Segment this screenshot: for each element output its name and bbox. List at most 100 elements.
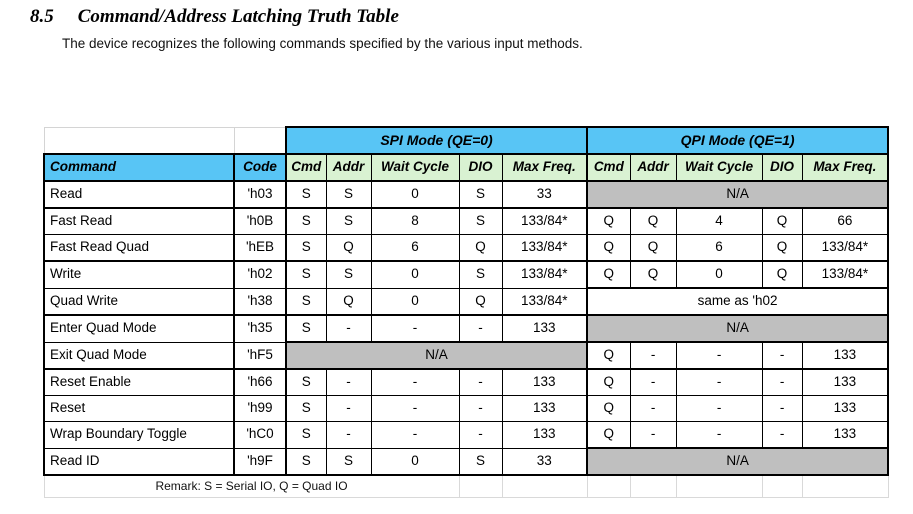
row-exit-quad-mode: Exit Quad Mode 'hF5 N/A Q - - - 133 [43, 341, 890, 370]
cell-spi-addr: - [325, 395, 372, 422]
cell-spi-wait: 0 [370, 287, 460, 316]
cell-spi-cmd: S [285, 314, 327, 343]
section-title: Command/Address Latching Truth Table [77, 6, 399, 27]
cell-qpi-addr: - [629, 341, 677, 370]
cell-spi-maxfreq: 133/84* [501, 287, 588, 316]
cell-spi-cmd: S [285, 234, 327, 262]
col-header-spi-addr: Addr [325, 153, 372, 182]
intro-text: The device recognizes the following comm… [62, 36, 583, 51]
row-fast-read: Fast Read 'h0B S S 8 S 133/84* Q Q 4 Q 6… [43, 207, 890, 235]
cell-code: 'h38 [233, 287, 287, 316]
cell-qpi-cmd: Q [586, 395, 631, 422]
cell-spi-addr: S [325, 207, 372, 235]
cell-spi-maxfreq: 33 [501, 447, 588, 476]
cell-command: Reset Enable [43, 368, 235, 396]
cell-spi-dio: Q [458, 287, 503, 316]
col-header-qpi-wait: Wait Cycle [675, 153, 763, 182]
cell-spi-dio: - [458, 421, 503, 449]
empty-cell [761, 474, 803, 498]
col-header-spi-dio: DIO [458, 153, 503, 182]
cell-qpi-addr: - [629, 368, 677, 396]
cell-code: 'hEB [233, 234, 287, 262]
cell-command: Wrap Boundary Toggle [43, 421, 235, 449]
cell-spi-maxfreq: 133/84* [501, 234, 588, 262]
cell-code: 'h66 [233, 368, 287, 396]
row-fast-read-quad: Fast Read Quad 'hEB S Q 6 Q 133/84* Q Q … [43, 234, 890, 262]
cell-qpi-cmd: Q [586, 234, 631, 262]
cell-qpi-addr: Q [629, 207, 677, 235]
cell-spi-addr: - [325, 314, 372, 343]
cell-spi-addr: S [325, 260, 372, 289]
qpi-mode-header: QPI Mode (QE=1) [586, 126, 890, 155]
cell-qpi-wait: 4 [675, 207, 763, 235]
cell-spi-addr: Q [325, 287, 372, 316]
empty-cell [801, 474, 889, 498]
cell-spi-addr: - [325, 421, 372, 449]
spi-mode-header: SPI Mode (QE=0) [284, 126, 589, 155]
cell-qpi-wait: - [675, 341, 763, 370]
cell-spi-wait: - [370, 314, 460, 343]
cell-code: 'hC0 [233, 421, 287, 449]
column-header-row: Command Code Cmd Addr Wait Cycle DIO Max… [43, 153, 890, 182]
empty-cell [233, 126, 287, 155]
cell-spi-maxfreq: 133/84* [501, 260, 588, 289]
cell-qpi-addr: - [629, 395, 677, 422]
cell-qpi-maxfreq: 133 [801, 421, 890, 449]
row-wrap-boundary-toggle: Wrap Boundary Toggle 'hC0 S - - - 133 Q … [43, 421, 890, 449]
row-read: Read 'h03 S S 0 S 33 N/A [43, 180, 890, 209]
cell-code: 'h0B [233, 207, 287, 235]
cell-qpi-cmd: Q [586, 341, 631, 370]
col-header-code: Code [233, 153, 287, 182]
cell-qpi-dio: - [761, 395, 803, 422]
cell-spi-dio: - [458, 368, 503, 396]
col-header-qpi-dio: DIO [761, 153, 803, 182]
cell-spi-dio: S [458, 180, 503, 209]
cell-command: Reset [43, 395, 235, 422]
cell-spi-wait: 6 [370, 234, 460, 262]
cell-spi-wait: 0 [370, 260, 460, 289]
cell-spi-cmd: S [285, 447, 327, 476]
row-reset-enable: Reset Enable 'h66 S - - - 133 Q - - - 13… [43, 368, 890, 396]
cell-qpi-maxfreq: 133 [801, 395, 890, 422]
cell-spi-maxfreq: 133 [501, 314, 588, 343]
cell-qpi-wait: 6 [675, 234, 763, 262]
cell-qpi-cmd: Q [586, 260, 631, 289]
cell-spi-cmd: S [285, 368, 327, 396]
cell-code: 'h99 [233, 395, 287, 422]
cell-spi-addr: Q [325, 234, 372, 262]
cell-qpi-addr: - [629, 421, 677, 449]
cell-qpi-dio: Q [761, 207, 803, 235]
cell-qpi-maxfreq: 66 [801, 207, 890, 235]
row-reset: Reset 'h99 S - - - 133 Q - - - 133 [43, 395, 890, 422]
cell-command: Fast Read Quad [43, 234, 235, 262]
cell-spi-dio: S [458, 260, 503, 289]
cell-spi-cmd: S [285, 287, 327, 316]
cell-qpi-addr: Q [629, 234, 677, 262]
cell-command: Read ID [43, 447, 235, 476]
cell-qpi-dio: - [761, 368, 803, 396]
row-enter-quad-mode: Enter Quad Mode 'h35 S - - - 133 N/A [43, 314, 890, 343]
col-header-spi-maxfreq: Max Freq. [501, 153, 588, 182]
cell-spi-dio: - [458, 314, 503, 343]
cell-spi-wait: 0 [370, 447, 460, 476]
empty-cell [43, 126, 235, 155]
cell-spi-wait: - [370, 368, 460, 396]
truth-table: SPI Mode (QE=0) QPI Mode (QE=1) Command … [43, 126, 890, 498]
col-header-qpi-cmd: Cmd [586, 153, 631, 182]
cell-qpi-dio: - [761, 341, 803, 370]
remark-text: Remark: S = Serial IO, Q = Quad IO [43, 474, 460, 498]
cell-code: 'h9F [233, 447, 287, 476]
cell-spi-addr: - [325, 368, 372, 396]
cell-spi-wait: - [370, 421, 460, 449]
cell-command: Exit Quad Mode [43, 341, 235, 370]
cell-spi-maxfreq: 133 [501, 368, 588, 396]
empty-cell [586, 474, 631, 498]
remark-row: Remark: S = Serial IO, Q = Quad IO [43, 474, 889, 498]
cell-qpi-na: N/A [586, 314, 890, 343]
cell-spi-cmd: S [285, 207, 327, 235]
cell-qpi-na: N/A [586, 180, 890, 209]
cell-qpi-maxfreq: 133/84* [801, 260, 890, 289]
col-header-spi-wait: Wait Cycle [370, 153, 460, 182]
cell-spi-dio: S [458, 207, 503, 235]
cell-spi-maxfreq: 133/84* [501, 207, 588, 235]
